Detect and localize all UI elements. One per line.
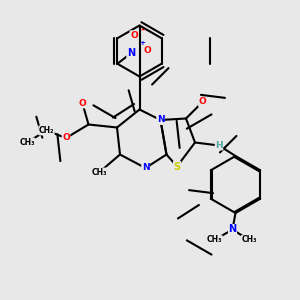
Text: O: O (130, 31, 138, 40)
Text: CH₃: CH₃ (241, 236, 257, 244)
Text: CH₃: CH₃ (19, 138, 35, 147)
Text: O: O (143, 46, 151, 55)
Text: -: - (140, 24, 145, 34)
Text: O: O (79, 99, 86, 108)
Text: S: S (173, 161, 181, 172)
Text: CH₃: CH₃ (207, 236, 222, 244)
Text: CH₃: CH₃ (91, 168, 107, 177)
Text: H: H (215, 141, 223, 150)
Text: N: N (228, 224, 237, 235)
Text: N: N (142, 164, 149, 172)
Text: O: O (62, 134, 70, 142)
Text: N: N (157, 116, 164, 124)
Text: N: N (127, 48, 135, 58)
Text: CH₂: CH₂ (39, 126, 54, 135)
Text: +: + (139, 40, 145, 46)
Text: O: O (199, 98, 206, 106)
